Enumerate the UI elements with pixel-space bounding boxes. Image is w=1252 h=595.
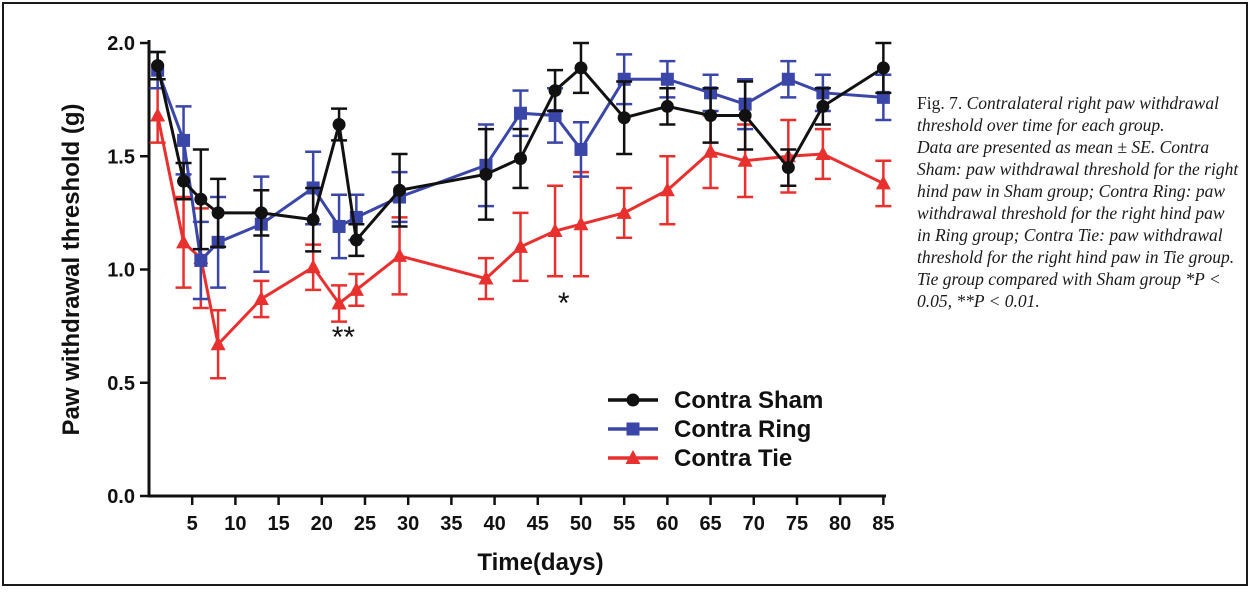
data-point-triangle [659,182,675,197]
x-tick-label: 40 [483,513,505,535]
x-tick-label: 65 [699,513,721,535]
data-point-square [514,106,527,120]
x-tick-label: 35 [440,513,462,535]
significance-marker: ** [332,321,356,354]
data-point-circle [151,59,165,73]
x-tick-label: 80 [829,513,851,535]
chart-annotations: *** [332,287,570,354]
legend-label: Contra Tie [674,445,792,472]
figure-caption: Fig. 7. Contralateral right paw withdraw… [917,92,1242,312]
data-point-circle [479,167,493,181]
data-point-triangle [331,295,347,310]
x-tick-label: 70 [743,513,765,535]
x-tick-label: 25 [354,513,376,535]
data-point-triangle [253,290,269,305]
line-chart: 0.0 0.5 1.0 1.5 2.0 5 10 15 20 25 30 35 40 45 50 55 60 65… [58,33,894,576]
x-tick-label: 60 [656,513,678,535]
data-point-square [660,72,674,86]
data-point-triangle [875,175,891,190]
data-point-triangle [392,247,408,262]
x-tick-label: 15 [267,513,289,535]
data-point-square [626,422,640,436]
data-point-circle [876,61,890,75]
x-tick-label: 30 [397,513,419,535]
x-axis-label: Time(days) [477,549,603,576]
caption-label: Fig. 7. [917,93,963,113]
legend-label: Contra Sham [674,387,823,414]
data-point-square [548,108,562,122]
series-contra-tie [149,87,892,380]
legend-item: Contra Sham [608,387,823,414]
chart-axes: 0.0 0.5 1.0 1.5 2.0 5 10 15 20 25 30 35 40 45 50 55 60 65… [107,33,894,535]
data-point-circle [194,192,208,206]
data-point-triangle [815,145,831,160]
data-point-circle [349,233,363,247]
caption-title: Contralateral right paw withdrawal thres… [917,93,1219,135]
significance-marker: * [558,287,570,320]
data-point-square [574,142,588,156]
data-point-square [177,133,191,147]
series-contra-sham [149,41,892,258]
series-line [156,115,885,348]
y-axis-label: Paw withdrawal threshold (g) [58,103,85,435]
data-point-triangle [737,152,753,167]
x-tick-label: 55 [613,513,635,535]
data-point-circle [306,213,320,227]
chart-series-layer [149,41,892,380]
data-point-triangle [513,238,528,253]
x-tick-label: 10 [224,513,246,535]
legend-item: Contra Tie [608,445,792,472]
data-point-circle [704,108,718,122]
data-point-circle [393,183,407,197]
legend-item: Contra Ring [608,416,811,443]
data-point-circle [626,393,640,407]
data-point-square [194,253,208,267]
x-tick-label: 45 [527,513,549,535]
data-point-triangle [573,216,589,231]
data-point-triangle [176,234,192,249]
data-point-circle [254,206,268,220]
data-point-circle [738,108,752,122]
data-point-circle [781,161,795,175]
x-tick-label: 50 [570,513,592,535]
data-point-triangle [625,450,641,464]
data-point-circle [660,99,674,113]
legend-label: Contra Ring [674,416,811,443]
y-tick-label: 0.0 [107,486,135,508]
figure-panel: 0.0 0.5 1.0 1.5 2.0 5 10 15 20 25 30 35 40 45 50 55 60 65… [58,33,894,576]
data-point-triangle [616,204,632,219]
data-point-circle [177,174,191,188]
data-point-square [876,90,890,104]
y-tick-label: 1.0 [107,260,135,282]
data-point-triangle [478,270,494,285]
data-point-circle [548,84,562,98]
caption-body: Data are presented as mean ± SE. Contra … [917,137,1239,311]
x-tick-label: 75 [786,513,808,535]
x-tick-label: 5 [187,513,198,535]
data-point-circle [617,111,631,125]
x-tick-label: 20 [311,513,333,535]
x-tick-label: 85 [872,513,894,535]
y-tick-label: 2.0 [107,33,135,55]
y-tick-label: 0.5 [107,373,135,395]
data-point-circle [514,152,527,166]
data-point-triangle [703,143,719,158]
data-point-triangle [305,259,321,274]
data-point-circle [332,118,346,132]
data-point-triangle [348,281,364,296]
data-point-square [332,219,346,233]
y-tick-label: 1.5 [107,146,135,168]
data-point-circle [816,99,830,113]
data-point-circle [211,206,225,220]
data-point-square [781,72,795,86]
data-point-circle [574,61,588,75]
data-point-triangle [150,107,166,122]
data-point-triangle [210,336,226,351]
data-point-triangle [547,222,563,237]
